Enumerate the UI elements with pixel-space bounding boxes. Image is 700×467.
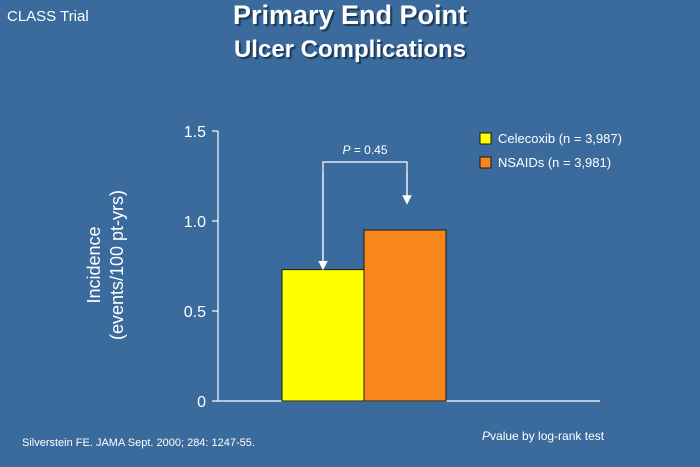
page-title: Primary End Point [232,0,468,30]
legend-label: Celecoxib (n = 3,987) [498,131,622,146]
y-axis-label-line1: Incidence [84,226,104,303]
source-footnote: Silverstein FE. JAMA Sept. 2000; 284: 12… [22,437,255,449]
annotation-p: P [342,143,350,157]
y-tick-label: 0.5 [184,304,206,321]
bar-nsaids [363,229,447,402]
annotation-label: P = 0.45 [342,143,387,157]
bars [281,229,447,402]
y-tick-label: 0 [197,394,206,411]
trial-label: CLASS Trial [7,8,89,25]
legend-swatch [479,132,492,145]
y-axis-label-line2: (events/100 pt-yrs) [107,190,127,340]
p-value-footnote: Pvalue by log-rank test [482,429,605,443]
bar-celecoxib [281,269,365,402]
legend-label: NSAIDs (n = 3,981) [498,155,611,170]
y-tick-label: 1.5 [184,124,206,141]
annotation-value: = 0.45 [350,143,387,157]
p-value-annotation: P = 0.45 [318,143,412,271]
legend-swatch [479,156,492,169]
y-tick-label: 1.0 [184,214,206,231]
legend: Celecoxib (n = 3,987) NSAIDs (n = 3,981) [479,131,622,170]
page-subtitle: Ulcer Complications [233,36,467,63]
